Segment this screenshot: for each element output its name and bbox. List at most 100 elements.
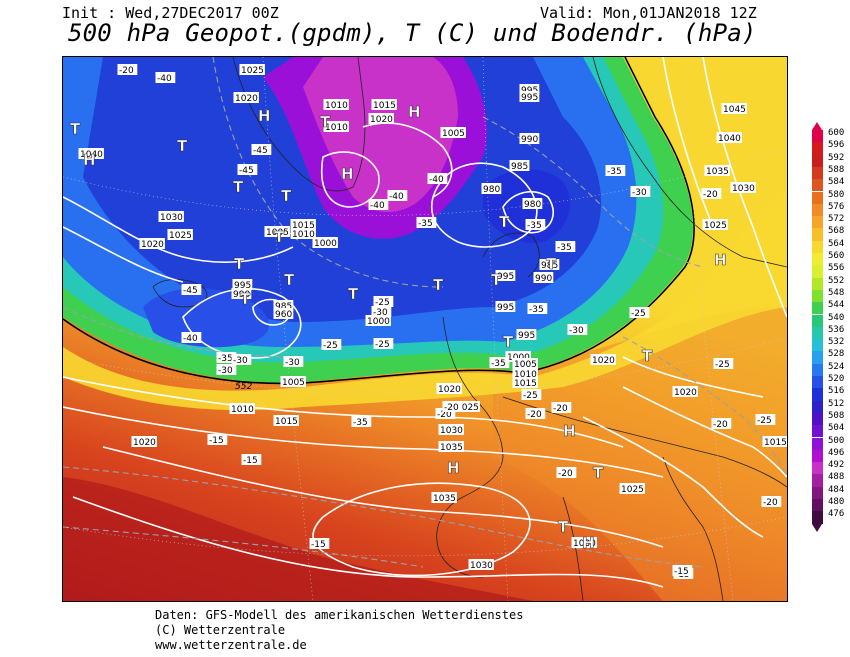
- temperature-label: -25: [373, 338, 394, 350]
- svg-text:1015: 1015: [514, 379, 537, 389]
- legend-swatch: [812, 179, 823, 192]
- website-link[interactable]: www.wetterzentrale.de: [155, 638, 307, 652]
- temperature-label: -35: [216, 352, 237, 364]
- temperature-label: -40: [368, 199, 389, 211]
- svg-text:1020: 1020: [141, 240, 164, 250]
- pressure-label: 1020: [131, 436, 157, 448]
- legend-label: 548: [828, 287, 845, 298]
- pressure-label: 995: [519, 91, 540, 103]
- svg-text:1015: 1015: [373, 101, 396, 111]
- temperature-label: -20: [435, 408, 456, 420]
- map-labels: 1025102010101015102010051010995995990985…: [70, 64, 787, 580]
- pressure-label: 1020: [233, 92, 259, 104]
- valid-time: Valid: Mon,01JAN2018 12Z: [540, 4, 757, 22]
- weather-map[interactable]: 1025102010101015102010051010995995990985…: [62, 56, 788, 602]
- svg-text:1010: 1010: [325, 123, 348, 133]
- svg-text:-25: -25: [323, 341, 338, 351]
- legend-swatch: [812, 363, 823, 376]
- pressure-label: 985: [539, 259, 560, 271]
- svg-text:1020: 1020: [370, 115, 393, 125]
- svg-text:990: 990: [535, 274, 552, 284]
- pressure-label: 1010: [323, 121, 349, 133]
- pressure-label: 1015: [762, 436, 787, 448]
- svg-text:1015: 1015: [764, 438, 787, 448]
- legend-swatch: [812, 326, 823, 340]
- legend-label: 588: [828, 164, 845, 175]
- pressure-label: 1005: [264, 226, 290, 238]
- svg-text:995: 995: [497, 272, 514, 282]
- pressure-label: 990: [231, 288, 252, 300]
- temperature-label: -20: [711, 418, 732, 430]
- svg-text:980: 980: [524, 200, 541, 210]
- legend-label: 476: [828, 509, 845, 520]
- legend-label: 556: [828, 263, 845, 274]
- legend-label: 520: [828, 374, 845, 384]
- low-pressure-marker: T: [558, 518, 569, 536]
- map-canvas: 1025102010101015102010051010995995990985…: [63, 57, 787, 601]
- pressure-label: 1025: [619, 483, 645, 495]
- svg-text:-25: -25: [715, 360, 730, 370]
- svg-text:1030: 1030: [440, 426, 463, 436]
- pressure-label: 995: [232, 279, 253, 291]
- temperature-label: -30: [371, 306, 392, 318]
- temperature-label: -25: [321, 339, 342, 351]
- svg-text:1005: 1005: [282, 378, 305, 388]
- high-pressure-marker: H: [341, 165, 354, 183]
- pressure-label: 990: [519, 133, 540, 145]
- temperature-label: -20: [551, 402, 572, 414]
- svg-text:1005: 1005: [442, 129, 465, 139]
- temperature-label: -35: [527, 303, 548, 315]
- contour-552-label: 552: [235, 382, 252, 392]
- legend-label: 480: [828, 497, 845, 507]
- pressure-label: 1025: [702, 219, 728, 231]
- legend-label: 516: [828, 386, 845, 397]
- low-pressure-marker: T: [234, 255, 245, 273]
- svg-text:1030: 1030: [160, 213, 183, 223]
- legend-label: 484: [828, 484, 845, 495]
- temperature-label: -40: [387, 190, 408, 202]
- svg-text:-25: -25: [523, 391, 538, 401]
- svg-text:1025: 1025: [704, 221, 727, 231]
- temperature-label: -15: [309, 538, 330, 550]
- temperature-label: -15: [672, 565, 693, 577]
- high-pressure-marker: H: [582, 534, 595, 552]
- svg-text:1045: 1045: [723, 105, 746, 115]
- temperature-label: -40: [427, 173, 448, 185]
- legend-swatch: [812, 216, 823, 229]
- svg-text:-25: -25: [631, 309, 646, 319]
- pressure-label: 995: [495, 301, 516, 313]
- high-pressure-marker: H: [83, 151, 96, 169]
- init-time: Init : Wed,27DEC2017 00Z: [62, 4, 279, 22]
- legend-top-arrow: [812, 122, 822, 130]
- svg-text:-40: -40: [183, 334, 198, 344]
- svg-text:-40: -40: [429, 175, 444, 185]
- pressure-label: 1010: [323, 99, 349, 111]
- legend-label: 496: [828, 447, 845, 458]
- temperature-label: -15: [241, 454, 262, 466]
- svg-text:-20: -20: [713, 420, 728, 430]
- pressure-label: 1000: [365, 315, 391, 327]
- legend-swatch: [812, 130, 823, 143]
- svg-text:1010: 1010: [514, 370, 537, 380]
- svg-text:-25: -25: [757, 416, 772, 426]
- svg-text:-35: -35: [218, 354, 233, 364]
- legend-swatch: [812, 265, 823, 278]
- pressure-label: 1030: [730, 182, 756, 194]
- pressure-label: 980: [522, 198, 543, 210]
- low-pressure-marker: T: [177, 137, 188, 155]
- temperature-label: -25: [629, 307, 650, 319]
- temperature-label: -25: [373, 296, 394, 308]
- temperature-label: -25: [521, 389, 542, 401]
- legend-label: 564: [828, 238, 845, 249]
- legend-label: 532: [828, 337, 845, 348]
- low-pressure-marker: T: [503, 333, 514, 351]
- temperature-label: -45: [237, 164, 258, 176]
- svg-text:1005: 1005: [514, 360, 537, 370]
- pressure-label: 1030: [158, 211, 184, 223]
- pressure-label: 985: [509, 160, 530, 172]
- pressure-label: 1030: [468, 559, 494, 571]
- svg-text:-45: -45: [183, 286, 198, 296]
- legend-label: 560: [828, 251, 845, 261]
- legend-label: 580: [828, 189, 845, 200]
- svg-text:1020: 1020: [674, 388, 697, 398]
